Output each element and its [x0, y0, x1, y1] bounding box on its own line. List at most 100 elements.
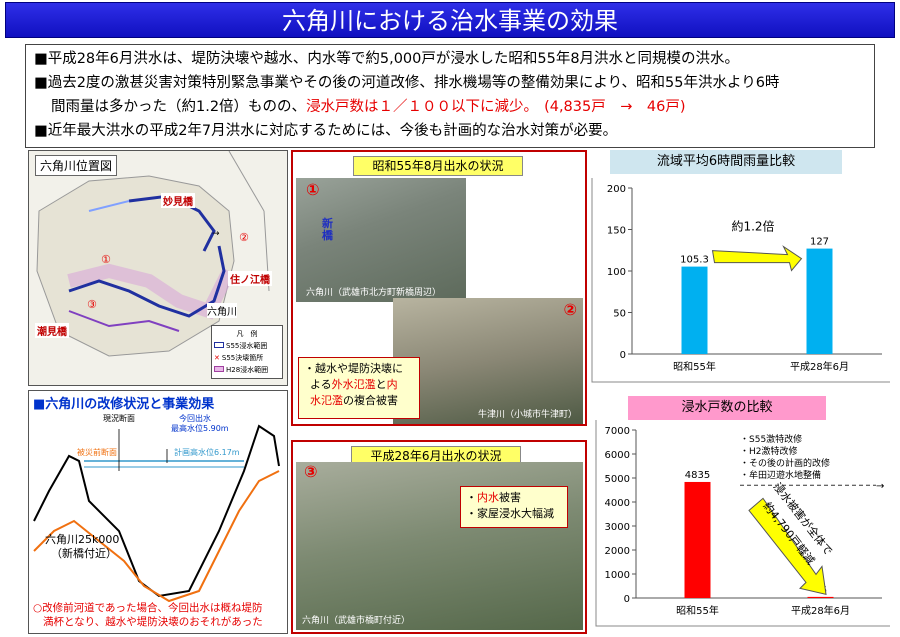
- label-river: 六角川: [207, 303, 237, 318]
- y-tick-label: 6000: [605, 450, 630, 461]
- y-tick-label: 100: [607, 267, 626, 278]
- label-myoken: 妙見橋: [161, 193, 195, 208]
- h28-caption: 六角川（武雄市橋町付近）: [302, 616, 411, 626]
- ratio-arrow: [711, 245, 803, 272]
- label-sumino: 住ノ江橋: [228, 271, 272, 286]
- page-title: 六角川における治水事業の効果: [5, 2, 895, 38]
- measure-note: ・S55激特改修: [740, 433, 802, 445]
- marker-2: ②: [239, 231, 249, 244]
- callout-red-text: 外水氾濫: [331, 378, 376, 391]
- label-plan-level: 計画高水位6.17m: [174, 448, 240, 457]
- measure-note: ・その後の計画的改修: [740, 457, 830, 469]
- cross-section-note: ○改修前河道であった場合、今回出水は概ね堤防 満杯となり、越水や堤防決壊のおそれ…: [33, 601, 263, 629]
- summary-text: 間雨量は多かった（約1.2倍）ものの、: [51, 99, 307, 115]
- callout-red-text: 内水: [477, 491, 499, 504]
- callout-text: と: [375, 378, 387, 391]
- y-tick-label: 200: [607, 184, 626, 195]
- legend-item-h28-area: H28浸水範囲: [214, 364, 280, 376]
- reduction-arrowhead: →: [876, 481, 884, 492]
- marker-1: ①: [101, 253, 111, 266]
- svg-text:→: →: [212, 229, 220, 239]
- callout-text: ・: [466, 491, 477, 504]
- legend-label: H28浸水範囲: [226, 366, 269, 374]
- label-flood-level: 今回出水: [179, 414, 211, 423]
- summary-box: ■平成28年6月洪水は、堤防決壊や越水、内水等で約5,000戸が浸水した昭和55…: [25, 44, 875, 148]
- callout-red-text: 内: [386, 378, 398, 391]
- y-tick-label: 4000: [605, 498, 630, 509]
- y-tick-label: 2000: [605, 546, 630, 557]
- s55-header: 昭和55年8月出水の状況: [353, 156, 523, 176]
- bar: [807, 596, 834, 598]
- rain-chart-panel: 流域平均6時間雨量比較 0 50 100 150 200 105.3 昭和55年 127 平成2…: [590, 150, 898, 390]
- chart-frame: [595, 420, 890, 627]
- rain-chart-title: 流域平均6時間雨量比較: [610, 150, 842, 174]
- h28-callout-line-2: ・家屋浸水大幅減: [466, 507, 554, 520]
- x-tick-label: 昭和55年: [673, 360, 716, 373]
- y-tick-label: 0: [624, 594, 630, 605]
- callout-line-3: 水氾濫の複合被害: [304, 393, 414, 409]
- y-tick-label: 3000: [605, 522, 630, 533]
- photo-marker-1: ①: [306, 180, 320, 199]
- bar-value-label: 127: [810, 237, 829, 248]
- cross-section-drawing: [33, 424, 280, 603]
- photo-marker-2: ②: [563, 300, 577, 319]
- summary-line-3: 間雨量は多かった（約1.2倍）ものの、浸水戸数は１／１００以下に減少。 (4,83…: [34, 95, 866, 119]
- map-legend: 凡 例 S55浸水範囲 ✕ S55決壊箇所 H28浸水範囲: [211, 325, 283, 379]
- flood-chart-title: 浸水戸数の比較: [628, 396, 826, 420]
- s55-callout: ・越水や堤防決壊に よる外水氾濫と内 水氾濫の複合被害: [298, 357, 420, 419]
- h28-flood-panel: 平成28年6月出水の状況 ③ ・内水被害 ・家屋浸水大幅減 六角川（武雄市橋町付…: [291, 440, 587, 634]
- bar: [806, 248, 833, 354]
- flood-chart: 010002000300040005000600070004835昭和55年46…: [595, 420, 890, 627]
- s55-flood-panel: 昭和55年8月出水の状況 ① 新橋 六角川（武雄市北方町新橋周辺） ② 牛津川（…: [291, 150, 587, 426]
- summary-highlight-count: (4,835戸 → 46戸): [544, 99, 686, 115]
- bar-value-label: 105.3: [680, 255, 709, 266]
- callout-text: よる: [310, 378, 332, 391]
- location-map: → 六角川位置図 妙見橋 住ノ江橋 潮見橋 六角川 ① ② ③ 凡 例 S55浸…: [28, 150, 288, 386]
- cross-section-panel: ■六角川の改修状況と事業効果 現況断面 今回出水 最高水位5.90m 被災前断面…: [28, 390, 288, 634]
- rain-chart: 0 50 100 150 200 105.3 昭和55年 127 平成28年6月 約1.2倍: [591, 178, 890, 383]
- measure-note: ・牟田辺遊水地整備: [740, 469, 821, 481]
- flood-chart-panel: 浸水戸数の比較 0 1000 2000 3000 4000 5000 6000 7000 483…: [590, 396, 898, 634]
- s55-photo-2: ② 牛津川（小城市牛津町）: [393, 298, 583, 424]
- y-tick-label: 50: [613, 309, 626, 320]
- location-sublabel: （新橋付近）: [51, 547, 117, 560]
- label-max-level: 最高水位5.90m: [171, 424, 229, 433]
- cross-section-title: ■六角川の改修状況と事業効果: [33, 397, 215, 412]
- location-label: 六角川25k000: [45, 533, 120, 546]
- measure-note: ・H2激特改修: [740, 445, 798, 457]
- x-tick-label: 昭和55年: [676, 604, 719, 617]
- callout-line-1: ・越水や堤防決壊に: [304, 362, 403, 375]
- label-now-section: 現況断面: [103, 414, 135, 423]
- x-tick-label: 平成28年6月: [790, 360, 849, 373]
- label-old-section: 被災前断面: [77, 448, 117, 457]
- summary-line-4: ■近年最大洪水の平成2年7月洪水に対応するためには、今後も計画的な治水対策が必要…: [34, 123, 618, 139]
- y-tick-label: 5000: [605, 474, 630, 485]
- bar: [684, 481, 711, 598]
- map-drawing: →: [29, 151, 287, 385]
- note-line-1: ○改修前河道であった場合、今回出水は概ね堤防: [33, 602, 263, 614]
- legend-label: S55浸水範囲: [226, 342, 268, 350]
- legend-item-s55-area: S55浸水範囲: [214, 340, 280, 352]
- h28-callout: ・内水被害 ・家屋浸水大幅減: [460, 486, 568, 528]
- legend-item-s55-break: ✕ S55決壊箇所: [214, 354, 264, 362]
- label-shiomi: 潮見橋: [35, 323, 69, 338]
- callout-red-text: 水氾濫: [310, 394, 343, 407]
- map-title: 六角川位置図: [35, 155, 118, 176]
- s55-photo-1: ① 新橋 六角川（武雄市北方町新橋周辺）: [296, 178, 466, 302]
- reduction-arrow: [748, 497, 827, 596]
- x-tick-label: 平成28年6月: [791, 604, 850, 617]
- s55-caption-1: 六角川（武雄市北方町新橋周辺）: [306, 288, 442, 298]
- y-tick-label: 7000: [605, 426, 630, 437]
- summary-highlight: 浸水戸数は１／１００以下に減少。: [306, 99, 539, 115]
- y-tick-label: 150: [607, 226, 626, 237]
- bar: [681, 266, 708, 354]
- legend-label: S55決壊箇所: [221, 354, 264, 362]
- photo-marker-3: ③: [304, 462, 318, 481]
- legend-title: 凡 例: [236, 330, 258, 338]
- h28-photo: ③ ・内水被害 ・家屋浸水大幅減 六角川（武雄市橋町付近）: [296, 462, 583, 630]
- callout-text: の複合被害: [343, 394, 398, 407]
- callout-line-2: よる外水氾濫と内: [304, 377, 414, 393]
- s55-caption-2: 牛津川（小城市牛津町）: [477, 410, 577, 420]
- h28-callout-line-1: ・内水被害: [466, 490, 562, 506]
- summary-line-2: ■過去2度の激甚災害対策特別緊急事業やその後の河道改修、排水機場等の整備効果によ…: [34, 75, 780, 91]
